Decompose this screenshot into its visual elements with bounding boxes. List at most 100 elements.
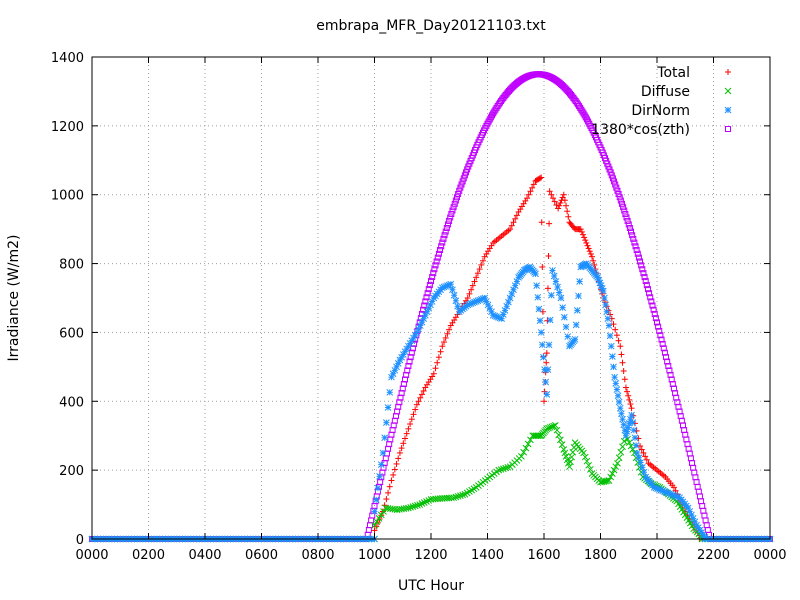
legend-swatch [725,126,731,132]
data-point [553,202,560,209]
data-point [466,290,473,297]
data-point [527,188,534,195]
data-point [479,257,486,264]
y-tick-label: 600 [59,326,84,341]
cos-point [441,232,448,239]
data-point [432,365,439,372]
data-point [468,286,475,293]
data-point [457,492,464,499]
legend-label: Total [656,65,690,81]
cos-point [423,294,430,301]
data-point [520,448,528,456]
cos-point [403,371,410,378]
data-point [572,321,580,329]
cos-point [691,469,698,476]
x-tick-label: 1000 [358,548,391,563]
data-point [400,440,407,447]
data-point [587,250,594,257]
y-tick-label: 1000 [51,189,84,204]
cos-point [658,336,665,343]
data-point [556,202,563,209]
cos-point [703,522,710,529]
data-point [576,278,583,285]
x-tick-label: 0800 [301,548,334,563]
cos-point [407,354,414,361]
data-point [418,500,426,507]
cos-point [422,298,429,305]
data-point [538,174,545,181]
data-point [618,351,625,358]
data-point [371,508,378,515]
data-point [612,463,620,471]
data-point [536,317,544,325]
data-point [604,315,612,323]
data-point [454,492,462,500]
data-point [532,270,539,278]
cos-point [368,517,375,524]
cos-point [431,266,438,273]
data-point [573,307,581,314]
cos-point [624,217,631,224]
cos-point [379,469,386,476]
data-point [449,286,456,294]
data-point [543,391,551,398]
data-point [670,484,677,491]
cos-point [652,315,659,322]
data-point [545,424,552,432]
data-point [469,282,476,289]
data-point [450,494,457,502]
data-point [620,437,628,445]
data-point [529,184,536,191]
cos-point [635,254,642,261]
data-point [631,434,639,442]
data-point [555,431,563,439]
data-point [499,465,507,473]
data-point [564,333,572,340]
data-point [540,353,547,361]
data-point [405,504,412,512]
data-point [471,278,478,285]
y-tick-label: 1200 [51,120,84,135]
x-tick-label: 0000 [75,548,108,563]
data-point [610,363,617,371]
data-point [418,391,425,398]
data-point [575,292,582,300]
cos-point [621,207,628,214]
legend-swatch [724,106,732,114]
data-point [444,330,451,337]
cos-point [404,367,411,374]
cos-point [702,517,709,524]
data-point [390,471,397,478]
data-point [614,459,621,467]
data-point [550,422,557,430]
cos-point [438,243,445,250]
cos-point [408,349,415,356]
data-point [535,305,543,313]
cos-point [625,221,632,228]
data-point [543,425,551,433]
cos-point [611,178,618,185]
cos-point [439,239,446,246]
data-point [554,283,561,291]
data-point [643,456,650,463]
cos-point [657,332,664,339]
data-point [610,466,618,474]
data-point [411,502,419,510]
data-point [507,226,514,233]
data-point [546,316,554,324]
data-point [543,350,550,357]
data-point [612,380,620,387]
cos-point [443,224,450,231]
cos-point [433,258,440,265]
cos-point [660,345,667,352]
legend-item-total: Total [656,65,731,81]
cos-point [643,282,650,289]
data-point [613,332,620,339]
cos-point [458,181,465,188]
series-dirnorm [88,260,774,543]
data-point [615,398,623,406]
cos-point [460,175,467,182]
data-point [371,521,378,529]
cos-point [450,204,457,211]
data-point [590,257,597,264]
